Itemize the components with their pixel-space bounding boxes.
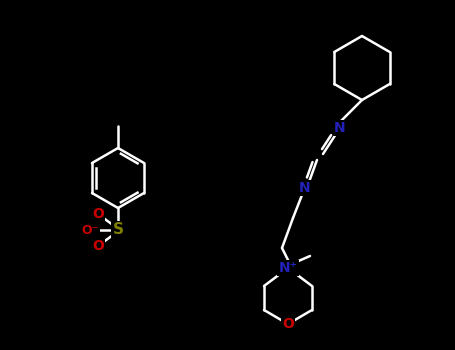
Text: O: O bbox=[92, 239, 104, 253]
Text: O⁻: O⁻ bbox=[81, 224, 99, 237]
Text: O: O bbox=[92, 207, 104, 221]
Text: N: N bbox=[334, 121, 346, 135]
Text: N: N bbox=[299, 181, 311, 195]
Text: N⁺: N⁺ bbox=[278, 261, 298, 275]
Text: O: O bbox=[282, 317, 294, 331]
Text: S: S bbox=[112, 223, 123, 238]
